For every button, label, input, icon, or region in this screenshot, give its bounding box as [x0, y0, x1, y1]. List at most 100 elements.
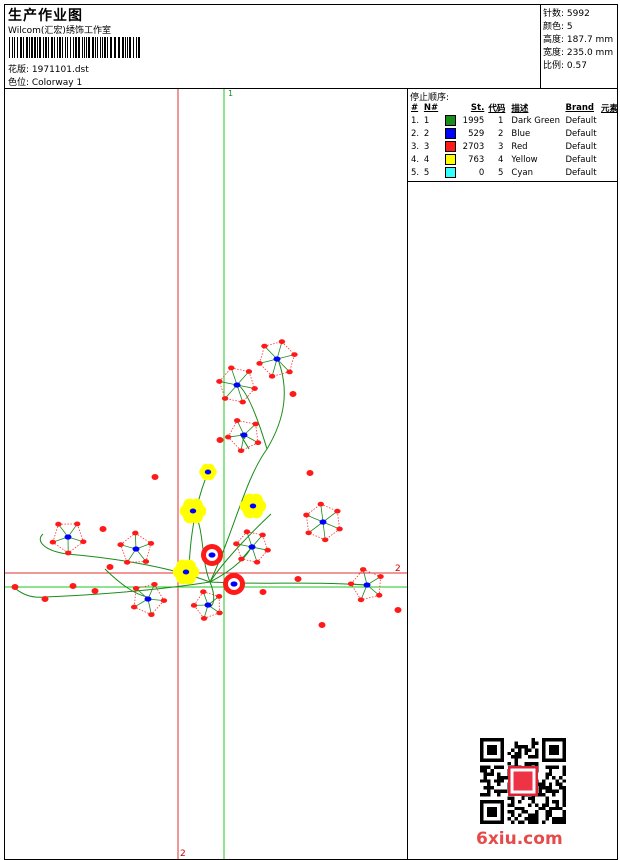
col-brand: Brand — [565, 102, 595, 113]
red-petal — [123, 559, 131, 565]
red-petal — [334, 508, 341, 514]
barcode-icon — [9, 37, 140, 58]
red-petal — [160, 598, 168, 603]
blue-center — [204, 602, 212, 608]
flower-outline — [248, 371, 256, 389]
row-brand: Default — [565, 154, 597, 165]
red-petal — [245, 369, 253, 374]
red-bud — [69, 583, 77, 589]
flower-spoke — [236, 371, 250, 386]
red-petal — [256, 361, 263, 366]
color-row: 3. 3 2703 3 Red Default — [409, 140, 620, 153]
red-petal — [65, 550, 72, 556]
red-petal — [147, 541, 155, 546]
flower-spoke — [271, 358, 278, 377]
flower-spoke — [246, 531, 253, 548]
flower-outline — [219, 367, 232, 382]
red-petal — [291, 352, 298, 357]
red-petal — [237, 448, 245, 454]
flower-spoke — [362, 569, 368, 586]
flower-spoke — [251, 546, 258, 563]
flower-outline — [336, 511, 340, 530]
row-stitches: 763 — [468, 154, 485, 165]
flower-outline — [360, 594, 380, 601]
red-petal — [357, 597, 365, 603]
red-petal — [239, 399, 246, 405]
blue-center — [182, 569, 190, 575]
blue-center — [208, 552, 216, 558]
axis-label-top: 1 — [228, 89, 233, 98]
blue-center — [240, 432, 248, 438]
flower-outline — [218, 381, 226, 399]
row-brand: Default — [565, 115, 597, 126]
blue-center — [249, 503, 257, 509]
row-needle: 5 — [423, 167, 430, 178]
spec-scale: 比例: 0.57 — [543, 61, 587, 71]
red-petal — [132, 530, 139, 536]
flower-spoke — [320, 504, 324, 523]
watermark-logo: 6xiu.com — [476, 829, 563, 849]
flower-spoke — [236, 384, 244, 403]
red-petal — [224, 434, 232, 440]
flower-outline — [145, 543, 152, 562]
red-petal — [228, 365, 235, 371]
blue-center — [363, 582, 371, 588]
flower-outline — [259, 363, 273, 377]
spec-height: 高度: 187.7 mm — [543, 35, 614, 45]
flower-outline — [306, 514, 310, 533]
red-petal — [264, 547, 271, 553]
flower-outline — [227, 420, 238, 438]
flower-spoke — [276, 358, 290, 373]
column-divider — [407, 88, 408, 860]
row-index: 4. — [411, 154, 420, 165]
colorway-label: 色位: Colorway 1 — [8, 78, 83, 88]
company-name: Wilcom(汇宏)绣饰工作室 — [8, 26, 111, 36]
flower-outline — [135, 532, 152, 544]
flower-outline — [133, 588, 137, 608]
red-bud — [11, 584, 19, 590]
red-petal — [336, 526, 343, 532]
red-bud — [91, 588, 99, 594]
red-bud — [151, 474, 159, 480]
axis-label-right: 2 — [395, 564, 401, 574]
flower-outline — [52, 524, 59, 543]
blue-center — [248, 544, 256, 550]
row-code: 2 — [498, 128, 504, 139]
row-swatch — [443, 127, 458, 140]
row-stitches: 1995 — [462, 115, 485, 126]
red-petal — [259, 532, 266, 538]
red-bud — [41, 596, 49, 602]
red-petal — [347, 581, 355, 587]
color-table: # N# St. 代码 描述 Brand 元素 1. 1 1995 1 Dark Gre… — [409, 101, 620, 179]
row-needle: 1 — [423, 115, 430, 126]
row-code: 3 — [498, 141, 504, 152]
row-code: 4 — [498, 154, 504, 165]
color-row: 5. 5 0 5 Cyan Default — [409, 166, 620, 179]
red-petal — [216, 610, 223, 616]
red-petal — [243, 529, 251, 535]
design-file-label: 花版: 1971101.dst — [8, 65, 89, 75]
col-index: # — [411, 102, 419, 113]
flower-outline — [120, 532, 136, 546]
flower-outline — [289, 354, 295, 373]
red-petal — [148, 612, 155, 618]
flower-outline — [262, 534, 269, 551]
flower-spoke — [276, 341, 283, 360]
red-petal — [376, 592, 383, 598]
flower-outline — [240, 442, 259, 452]
blue-center — [132, 546, 140, 552]
col-description: 描述 — [511, 103, 529, 114]
red-petal — [233, 541, 240, 547]
red-petal — [130, 604, 138, 610]
row-stitches: 2703 — [462, 141, 485, 152]
row-description: Dark Green — [511, 115, 561, 126]
row-needle: 2 — [423, 128, 430, 139]
red-bud — [318, 622, 326, 628]
flower-spoke — [322, 521, 326, 540]
flower-outline — [378, 576, 381, 596]
flower-outline — [235, 543, 242, 560]
flower-outline — [350, 583, 362, 601]
spec-colors: 颜色: 5 — [543, 22, 573, 32]
row-element — [599, 127, 620, 140]
red-petal — [303, 512, 310, 518]
